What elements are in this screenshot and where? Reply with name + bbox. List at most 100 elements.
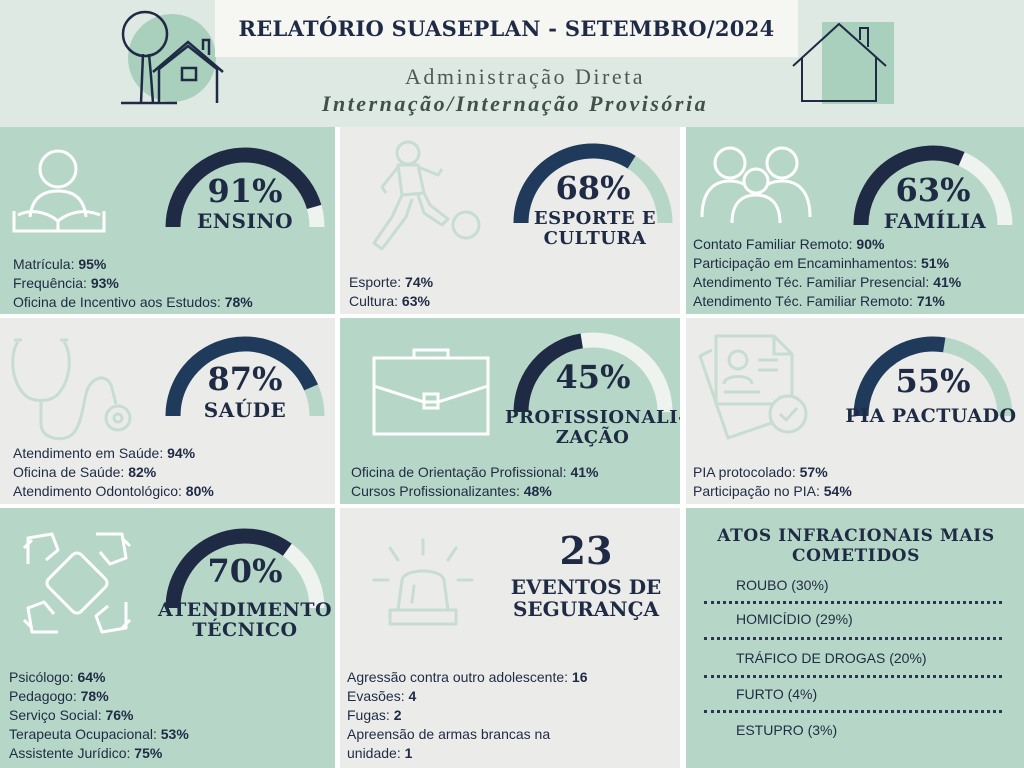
stat-value: 78% [224,294,253,310]
panel-seguranca: 23 EVENTOS DE SEGURANÇA Agressão contra … [340,508,680,768]
label-atendimento-line2: TÉCNICO [192,619,298,641]
stat-value: 1 [404,745,413,761]
stat-value: 57% [799,464,828,480]
stat-row: Matrícula: 95% [13,255,253,274]
panel-atos: ATOS INFRACIONAIS MAIS COMETIDOS ROUBO (… [686,508,1024,768]
percent-saude: 87% [207,360,283,398]
stat-value: 48% [523,483,552,499]
gauge-saude [165,336,325,417]
stat-value: 95% [78,256,107,272]
atos-title-line1: ATOS INFRACIONAIS MAIS [717,526,995,546]
stats-ensino: Matrícula: 95% Frequência: 93% Oficina de … [13,255,253,312]
report-header: RELATÓRIO SUASEPLAN - SETEMBRO/2024 Admi… [0,0,1024,127]
ato-item-4: FURTO (4%) [736,686,818,702]
gauge-fill [513,143,636,224]
panel-ensino: 91% ENSINO Matrícula: 95% Frequência: 93%… [0,127,335,314]
stat-value: 64% [77,669,106,685]
stat-row: Atendimento em Saúde: 94% [13,444,214,463]
gauge-profissionalizacao [513,332,673,413]
stat-value: 93% [90,275,119,291]
label-esporte-line2: CULTURA [543,228,647,249]
stat-value: 74% [405,274,434,290]
stat-row: Atendimento Téc. Familiar Presencial: 41… [693,273,961,292]
page-title: RELATÓRIO SUASEPLAN - SETEMBRO/2024 [238,16,775,41]
stat-row: Oficina de Incentivo aos Estudos: 78% [13,293,253,312]
stat-label: Terapeuta Ocupacional: [9,726,161,742]
gauge-fill [853,336,946,417]
gauge-ensino [165,147,325,228]
stat-value: 82% [128,464,157,480]
percent-atendimento: 70% [207,552,283,590]
panel-esporte: 68% ESPORTE E CULTURA Esporte: 74% Cultur… [340,127,680,314]
stat-row: Cultura: 63% [349,292,433,311]
stat-row: Participação no PIA: 54% [693,482,852,501]
stat-value: 41% [570,464,599,480]
ato-divider [704,675,1002,678]
document-approved-icon [698,334,808,440]
panel-pia: 55% PIA PACTUADO PIA protocolado: 57% Par… [686,318,1024,504]
stat-value: 90% [856,236,885,252]
label-atendimento-line1: ATENDIMENTO [157,599,333,621]
stat-row: Psicólogo: 64% [9,668,189,687]
stats-atendimento: Psicólogo: 64% Pedagogo: 78% Serviço Socia… [9,668,189,763]
ato-divider [704,710,1002,713]
title-box: RELATÓRIO SUASEPLAN - SETEMBRO/2024 [215,0,798,57]
stat-label: Fugas: [347,707,394,723]
stats-familia: Contato Familiar Remoto: 90% Participação… [693,235,961,311]
stats-saude: Atendimento em Saúde: 94% Oficina de Saúd… [13,444,214,501]
stat-label: Matrícula: [13,256,79,272]
stat-label: Atendimento Odontológico: [13,483,186,499]
stat-row: Oficina de Saúde: 82% [13,463,214,482]
reading-person-icon [12,149,106,233]
stats-seguranca: Agressão contra outro adolescente: 16 Eva… [347,668,588,763]
percent-esporte: 68% [555,169,631,207]
stat-value: 53% [160,726,189,742]
stat-row: Atendimento Téc. Familiar Remoto: 71% [693,292,961,311]
stat-label: Atendimento Téc. Familiar Remoto: [693,293,917,309]
stat-row: PIA protocolado: 57% [693,463,852,482]
stat-label: Contato Familiar Remoto: [693,236,857,252]
stats-esporte: Esporte: 74% Cultura: 63% [349,273,433,311]
stat-label: Atendimento Téc. Familiar Presencial: [693,274,934,290]
stat-label: Evasões: [347,688,409,704]
house-icon [792,22,894,104]
subtitle-internacao: Internação/Internação Provisória [321,91,709,116]
stat-label: Assistente Jurídico: [9,745,135,761]
stat-row: Oficina de Orientação Profissional: 41% [351,463,598,482]
stat-label: Oficina de Orientação Profissional: [351,464,571,480]
stat-label: Serviço Social: [9,707,106,723]
stat-value: 2 [393,707,402,723]
tree-house-icon [121,10,224,105]
gauge-atendimento [165,528,325,609]
soccer-player-icon [372,140,481,251]
atos-title-line2: COMETIDOS [792,546,920,566]
stat-label: Oficina de Incentivo aos Estudos: [13,294,225,310]
events-number: 23 [559,528,613,573]
gauge-esporte [513,143,673,224]
percent-ensino: 91% [207,172,283,210]
stat-row: Contato Familiar Remoto: 90% [693,235,961,254]
label-ensino: ENSINO [196,209,294,233]
ato-divider [704,601,1002,604]
stat-row: Terapeuta Ocupacional: 53% [9,725,189,744]
events-label-line1: EVENTOS DE [510,575,662,599]
stat-label: Frequência: [13,275,91,291]
stat-value: 63% [401,293,430,309]
atos-title: ATOS INFRACIONAIS MAIS COMETIDOS [686,526,1024,566]
stat-row: Agressão contra outro adolescente: 16 [347,668,588,687]
stat-row: Pedagogo: 78% [9,687,189,706]
label-profissionalizacao-line2: ZAÇÃO [555,427,630,448]
stat-value: 80% [185,483,214,499]
label-saude: SAÚDE [203,398,287,422]
stat-label: Participação no PIA: [693,483,824,499]
stat-value: 71% [916,293,945,309]
stat-value: 78% [80,688,109,704]
stat-label: Atendimento em Saúde: [13,445,168,461]
label-pia: PIA PACTUADO [845,405,1017,427]
family-icon [700,146,812,224]
label-profissionalizacao-line1: PROFISSIONALI- [505,407,680,428]
percent-familia: 63% [895,171,971,209]
panel-atendimento: 70% ATENDIMENTO TÉCNICO Psicólogo: 64% Pe… [0,508,335,768]
stat-label: unidade: [347,745,405,761]
stat-label: Participação em Encaminhamentos: [693,255,921,271]
